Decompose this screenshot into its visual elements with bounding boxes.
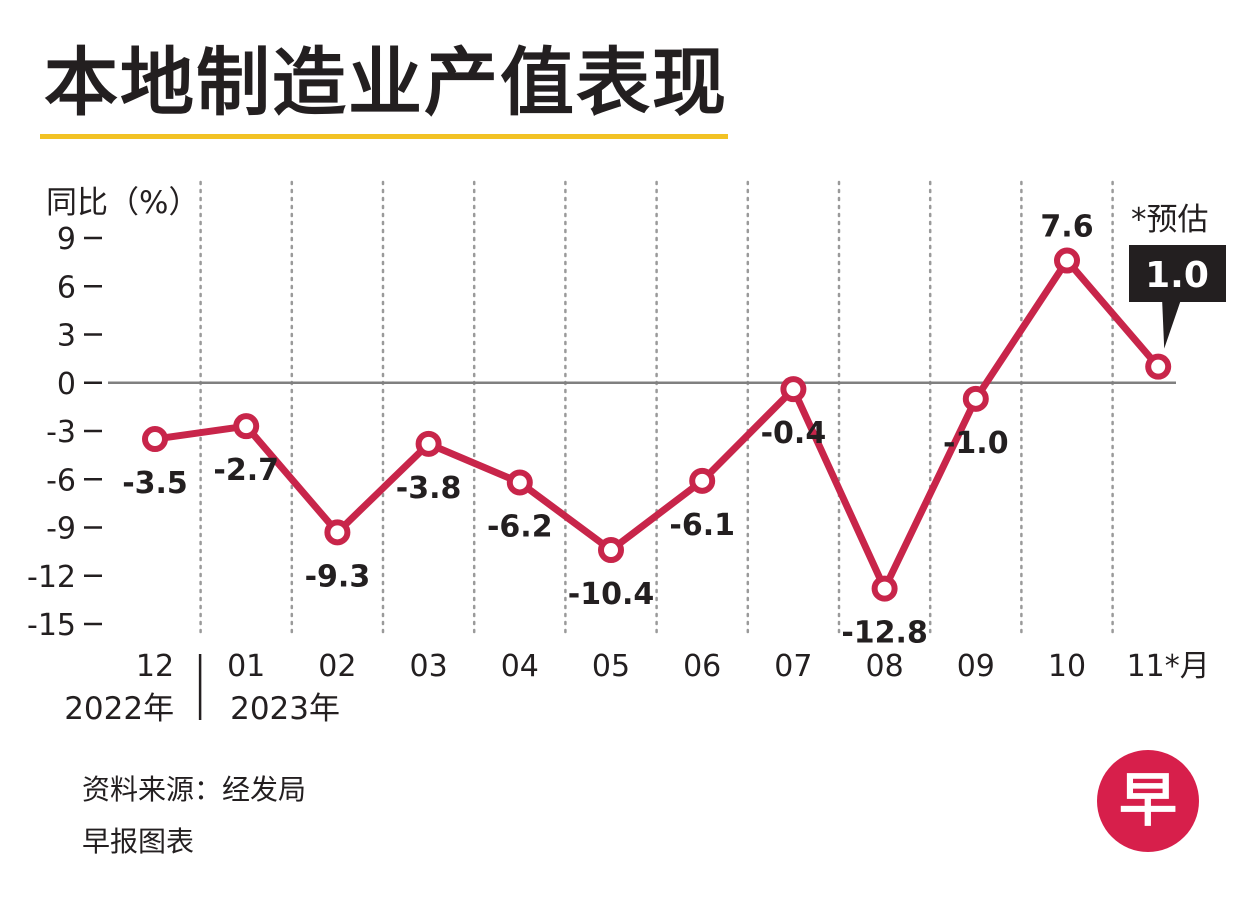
x-tick-label: 04 [501, 649, 539, 684]
x-tick-label: 05 [592, 649, 630, 684]
data-point [233, 413, 260, 440]
data-label: -3.5 [122, 466, 188, 501]
estimate-callout: *预估 1.0 [1129, 202, 1226, 349]
year-label-2022: 2022年 [64, 691, 174, 727]
x-tick-label: 10 [1048, 649, 1086, 684]
year-label-2023: 2023年 [230, 691, 340, 727]
x-tick-label: 02 [318, 649, 356, 684]
y-axis: 同比（%）9 6 3 0 -3 -6 -9 -12 -15 [27, 185, 1176, 643]
gridlines [199, 180, 1114, 638]
x-tick-label: 11*月 [1127, 649, 1210, 684]
callout-value: 1.0 [1145, 255, 1209, 296]
y-tick-label: 0 [57, 367, 76, 402]
data-label: 7.6 [1040, 210, 1093, 245]
data-point [689, 467, 716, 494]
data-point [962, 385, 989, 412]
estimate-note: *预估 [1131, 202, 1209, 238]
data-point [324, 519, 351, 546]
x-axis: 12 01 02 03 04 05 06 07 08 09 10 11*月 2022年 2023年 [64, 649, 1210, 727]
data-labels: -3.5 -2.7 -9.3 -3.8 -6.2 -10.4 -6.1 -0.4 -12.8 -1… [122, 210, 1093, 651]
x-tick-label: 07 [774, 649, 812, 684]
data-point [1145, 353, 1172, 380]
data-label: -0.4 [761, 416, 827, 451]
data-label: -6.1 [669, 508, 735, 543]
data-label: -1.0 [943, 426, 1009, 461]
data-label: -10.4 [568, 577, 654, 612]
y-tick-label: 6 [57, 270, 76, 305]
data-label: -3.8 [396, 471, 462, 506]
x-tick-label: 09 [957, 649, 995, 684]
series-line [151, 257, 1162, 593]
data-point [506, 469, 533, 496]
chart-title: 本地制造业产值表现 [44, 40, 728, 126]
y-tick-label: -12 [27, 560, 76, 595]
data-point [415, 430, 442, 457]
y-tick-label: -15 [27, 608, 76, 643]
data-point [142, 426, 168, 453]
source-note: 资料来源：经发局 [82, 773, 307, 806]
data-point [871, 575, 898, 602]
data-label: -2.7 [213, 453, 279, 488]
svg-text:早: 早 [1119, 766, 1177, 834]
y-tick-label: -6 [46, 463, 76, 498]
y-tick-label: -9 [46, 512, 76, 547]
y-tick-label: -3 [46, 415, 76, 450]
x-tick-label: 03 [410, 649, 448, 684]
x-tick-label: 06 [683, 649, 721, 684]
data-point [1054, 247, 1080, 274]
credit-note: 早报图表 [82, 825, 195, 858]
callout-box [1129, 245, 1226, 302]
data-label: -6.2 [487, 509, 553, 544]
callout-pointer [1162, 302, 1181, 349]
data-label: -12.8 [841, 616, 927, 651]
lianhe-zaobao-logo-icon: 早 [1097, 750, 1199, 852]
x-tick-label: 12 [136, 649, 174, 684]
y-axis-label: 同比（%） [46, 185, 199, 221]
data-point [780, 376, 807, 403]
y-tick-label: 9 [57, 222, 76, 257]
title-underline [40, 134, 728, 139]
data-label: -9.3 [305, 559, 371, 594]
data-series [142, 247, 1172, 602]
data-point [598, 537, 624, 564]
x-tick-label: 01 [227, 649, 265, 684]
y-tick-label: 3 [57, 319, 76, 354]
x-tick-label: 08 [866, 649, 904, 684]
